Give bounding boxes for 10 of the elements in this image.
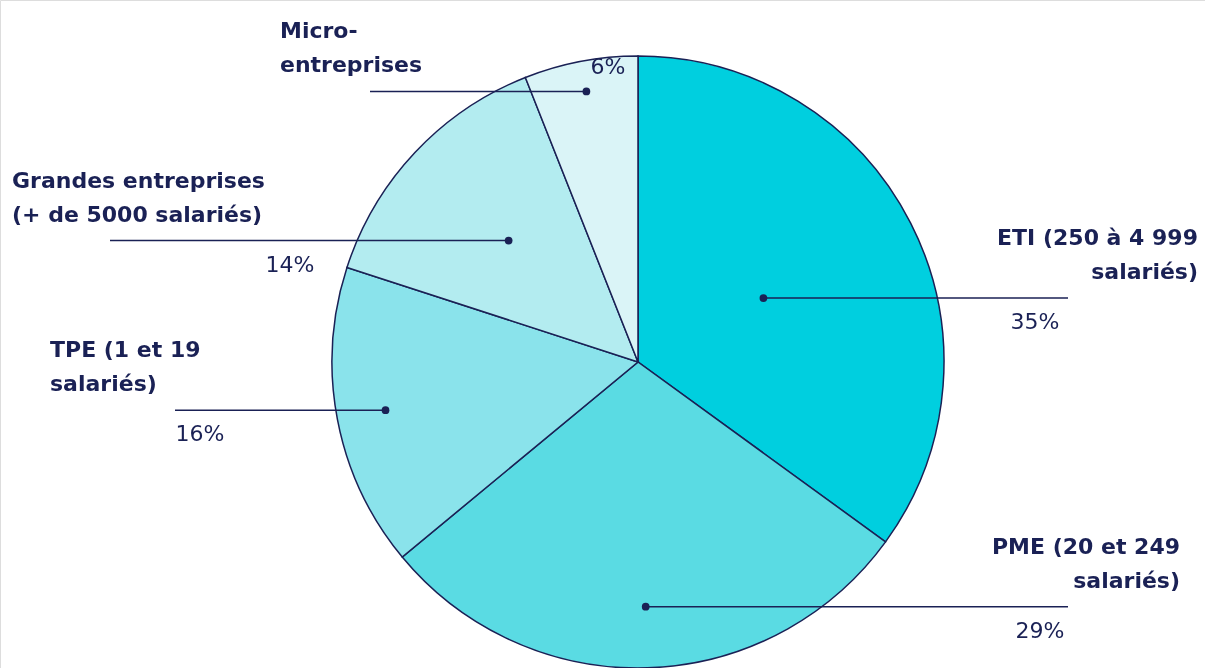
slice-label: PME (20 et 249 salariés) — [991, 533, 1180, 593]
data-label: 14% — [265, 251, 315, 277]
data-label: 6% — [590, 54, 626, 80]
slice-label: Grandes entreprises (+ de 5000 salariés) — [12, 167, 265, 227]
data-label: 29% — [1015, 617, 1065, 643]
slice-label: TPE (1 et 19 salariés) — [50, 337, 201, 397]
data-label: 16% — [175, 421, 225, 447]
data-label: 35% — [1010, 309, 1060, 335]
slice-label: Micro- entreprises — [280, 18, 423, 78]
slice-label: ETI (250 à 4 999 salariés) — [997, 225, 1198, 285]
